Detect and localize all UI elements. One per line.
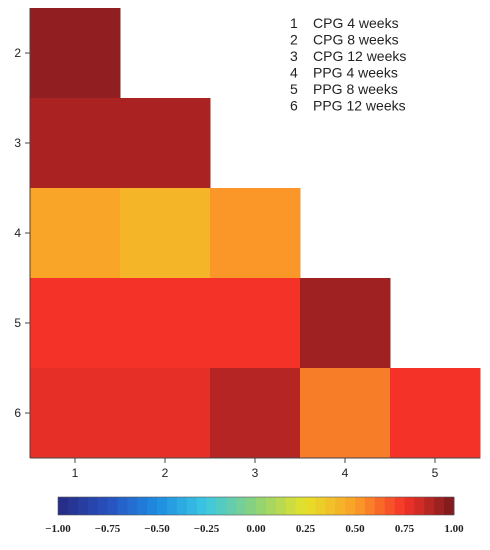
colorbar-frame (57, 496, 455, 516)
colorbar-segment-14 (196, 497, 207, 515)
heatmap-cell-4-3 (210, 188, 301, 279)
legend-label-1: CPG 4 weeks (313, 15, 399, 31)
colorbar-segment-34 (394, 497, 405, 515)
colorbar: −1.00 −0.75 −0.50 −0.25 0.00 0.25 0.50 0.75 1.00 (45, 496, 464, 535)
colorbar-segment-35 (404, 497, 415, 515)
colorbar-segment-39 (444, 497, 455, 515)
legend-label-5: PPG 8 weeks (313, 81, 398, 97)
colorbar-segment-6 (117, 497, 128, 515)
colorbar-segment-32 (374, 497, 386, 515)
colorbar-segment-9 (147, 497, 158, 515)
heatmap-cell-6-1 (30, 368, 121, 459)
legend-label-4: PPG 4 weeks (313, 65, 398, 81)
heatmap-cell-5-1 (30, 278, 121, 369)
colorbar-segment-0 (58, 497, 69, 515)
colorbar-segment-26 (315, 497, 326, 515)
colorbar-segment-11 (166, 497, 178, 515)
colorbar-segment-19 (246, 497, 257, 515)
colorbar-segment-36 (414, 497, 425, 515)
heatmap-cell-6-3 (210, 368, 301, 459)
heatmap-cell-4-1 (30, 188, 121, 279)
colorbar-segment-28 (335, 497, 346, 515)
legend-label-6: PPG 12 weeks (313, 98, 406, 114)
legend-number-4: 4 (290, 65, 298, 81)
colorbar-segment-31 (364, 497, 376, 515)
y-tick-label-6: 6 (14, 406, 21, 420)
y-tick-label-3: 3 (14, 136, 21, 150)
colorbar-tick-label-8: 1.00 (444, 523, 464, 535)
colorbar-segment-29 (345, 497, 356, 515)
colorbar-segment-3 (87, 497, 98, 515)
y-tick-label-4: 4 (14, 226, 21, 240)
colorbar-segment-37 (424, 497, 435, 515)
colorbar-segment-22 (275, 497, 287, 515)
x-tick-label-2: 2 (162, 466, 169, 480)
colorbar-segment-1 (67, 497, 79, 515)
colorbar-segment-20 (256, 497, 267, 515)
heatmap-cell-5-3 (210, 278, 301, 369)
heatmap-cell-5-4 (300, 278, 391, 369)
x-tick-label-4: 4 (342, 466, 349, 480)
x-tick-label-5: 5 (432, 466, 439, 480)
colorbar-segment-8 (137, 497, 148, 515)
colorbar-tick-label-6: 0.50 (345, 523, 365, 535)
y-tick-label-2: 2 (14, 46, 21, 60)
colorbar-segment-12 (176, 497, 188, 515)
colorbar-segment-27 (325, 497, 336, 515)
colorbar-tick-label-0: −1.00 (45, 523, 71, 535)
legend-number-6: 6 (290, 98, 298, 114)
colorbar-segment-5 (107, 497, 118, 515)
colorbar-segment-33 (384, 497, 395, 515)
heatmap-cells (30, 8, 481, 459)
heatmap-cell-2-1 (30, 8, 121, 99)
colorbar-segment-24 (295, 497, 306, 515)
heatmap-cell-5-2 (120, 278, 211, 369)
heatmap-cell-4-2 (120, 188, 211, 279)
heatmap-cell-6-4 (300, 368, 391, 459)
heatmap-cell-3-2 (120, 98, 211, 189)
legend-number-3: 3 (290, 48, 298, 64)
legend-number-2: 2 (290, 32, 298, 48)
colorbar-segment-2 (77, 497, 89, 515)
colorbar-segment-38 (434, 497, 445, 515)
colorbar-tick-label-7: 0.75 (395, 523, 415, 535)
colorbar-segment-10 (157, 497, 168, 515)
colorbar-segment-13 (186, 497, 197, 515)
legend-number-5: 5 (290, 81, 298, 97)
colorbar-tick-label-3: −0.25 (194, 523, 220, 535)
y-tick-label-5: 5 (14, 316, 21, 330)
colorbar-segment-30 (355, 497, 366, 515)
colorbar-segment-23 (285, 497, 296, 515)
colorbar-segment-15 (206, 497, 217, 515)
x-tick-label-3: 3 (252, 466, 259, 480)
colorbar-segment-16 (216, 497, 227, 515)
colorbar-segment-25 (305, 497, 316, 515)
legend-label-3: CPG 12 weeks (313, 48, 406, 64)
legend: 1 CPG 4 weeks 2 CPG 8 weeks 3 CPG 12 weeks 4 PP… (290, 15, 406, 114)
legend-label-2: CPG 8 weeks (313, 32, 399, 48)
colorbar-segment-4 (97, 497, 108, 515)
heatmap-cell-3-1 (30, 98, 121, 189)
colorbar-segment-7 (127, 497, 138, 515)
colorbar-tick-label-1: −0.75 (95, 523, 121, 535)
colorbar-segment-17 (226, 497, 237, 515)
legend-number-1: 1 (290, 15, 298, 31)
colorbar-segment-21 (265, 497, 277, 515)
colorbar-segment-18 (236, 497, 247, 515)
colorbar-tick-label-2: −0.50 (144, 523, 170, 535)
x-tick-label-1: 1 (72, 466, 79, 480)
heatmap-cell-6-5 (390, 368, 481, 459)
heatmap-cell-6-2 (120, 368, 211, 459)
colorbar-tick-label-4: 0.00 (246, 523, 266, 535)
colorbar-tick-label-5: 0.25 (296, 523, 316, 535)
